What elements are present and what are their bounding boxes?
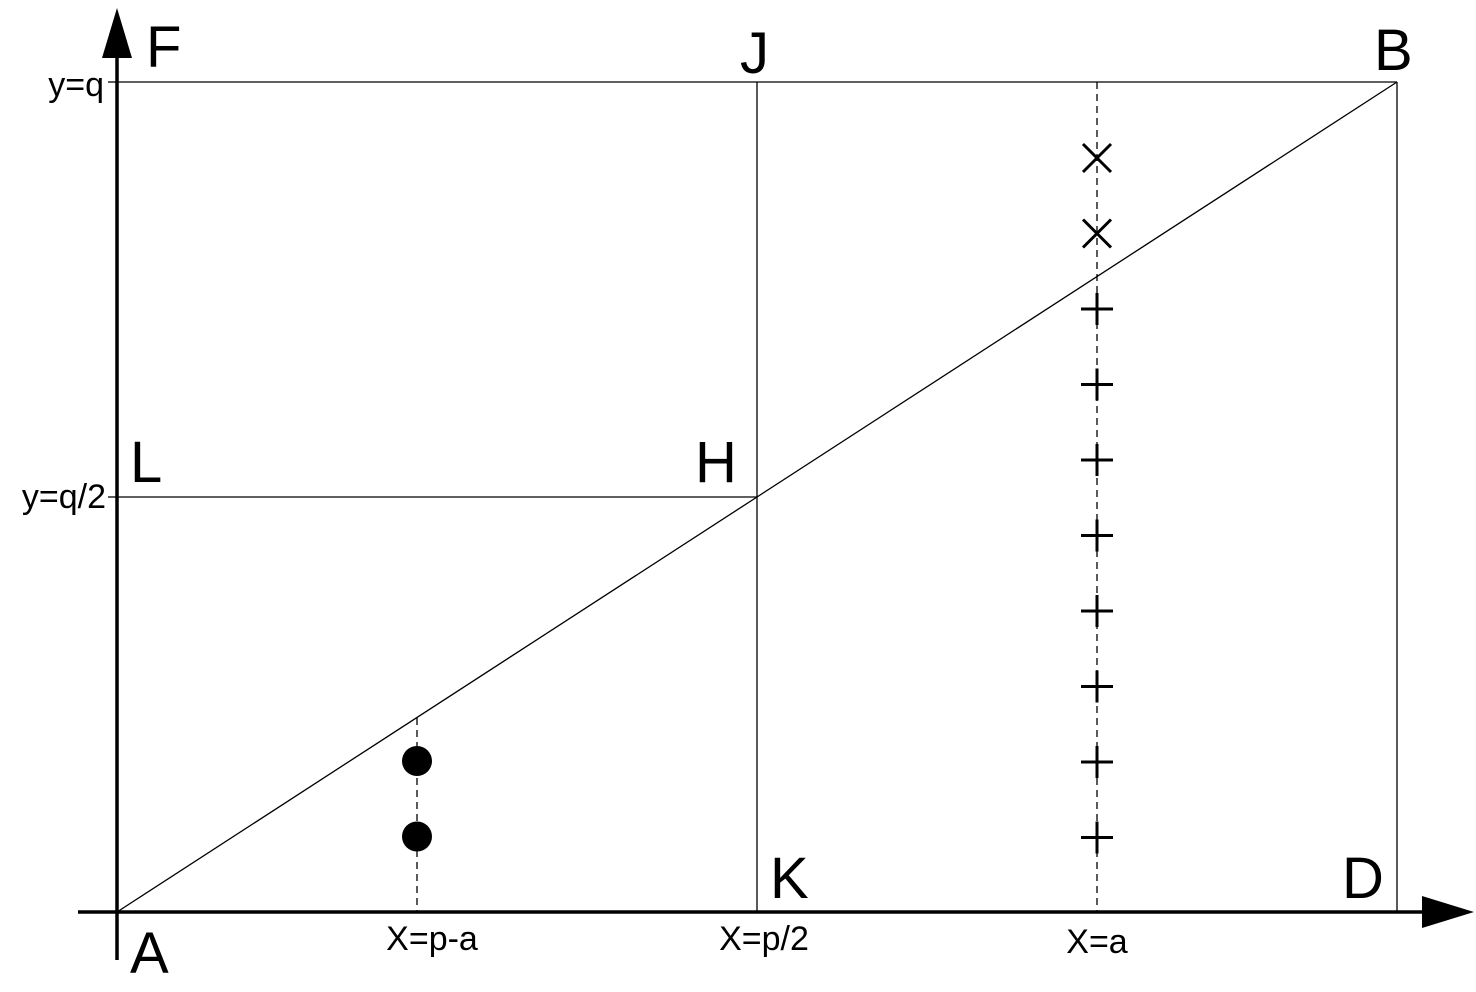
x-axis-arrowhead: [1422, 896, 1474, 928]
y-axis-arrowhead: [102, 8, 132, 58]
dot-marker: [402, 746, 432, 776]
plus-marker: [1081, 444, 1113, 476]
diagonal-AB: [116, 81, 1398, 913]
plus-marker: [1081, 595, 1113, 627]
x-label-a: X=a: [1066, 923, 1128, 961]
x-label-p-half: X=p/2: [719, 920, 809, 958]
point-label-F: F: [146, 15, 181, 80]
dot-marker: [402, 821, 432, 852]
point-label-B: B: [1374, 18, 1413, 83]
y-label-q: y=q: [48, 66, 104, 104]
point-label-A: A: [130, 921, 169, 986]
point-label-H: H: [695, 430, 737, 495]
plus-marker: [1081, 746, 1113, 778]
plus-marker: [1081, 670, 1113, 703]
cross-marker: [1081, 218, 1113, 249]
plus-marker: [1081, 293, 1113, 325]
marker-group: [402, 142, 1113, 854]
point-label-D: D: [1342, 846, 1384, 911]
x-label-p-minus-a: X=p-a: [386, 920, 478, 958]
point-label-K: K: [770, 846, 809, 911]
point-label-J: J: [740, 21, 769, 86]
plus-marker: [1081, 821, 1113, 854]
point-label-L: L: [130, 430, 162, 495]
cross-marker: [1081, 142, 1113, 174]
plus-marker: [1081, 519, 1113, 552]
plus-marker: [1081, 368, 1113, 401]
y-label-q-half: y=q/2: [22, 478, 106, 516]
